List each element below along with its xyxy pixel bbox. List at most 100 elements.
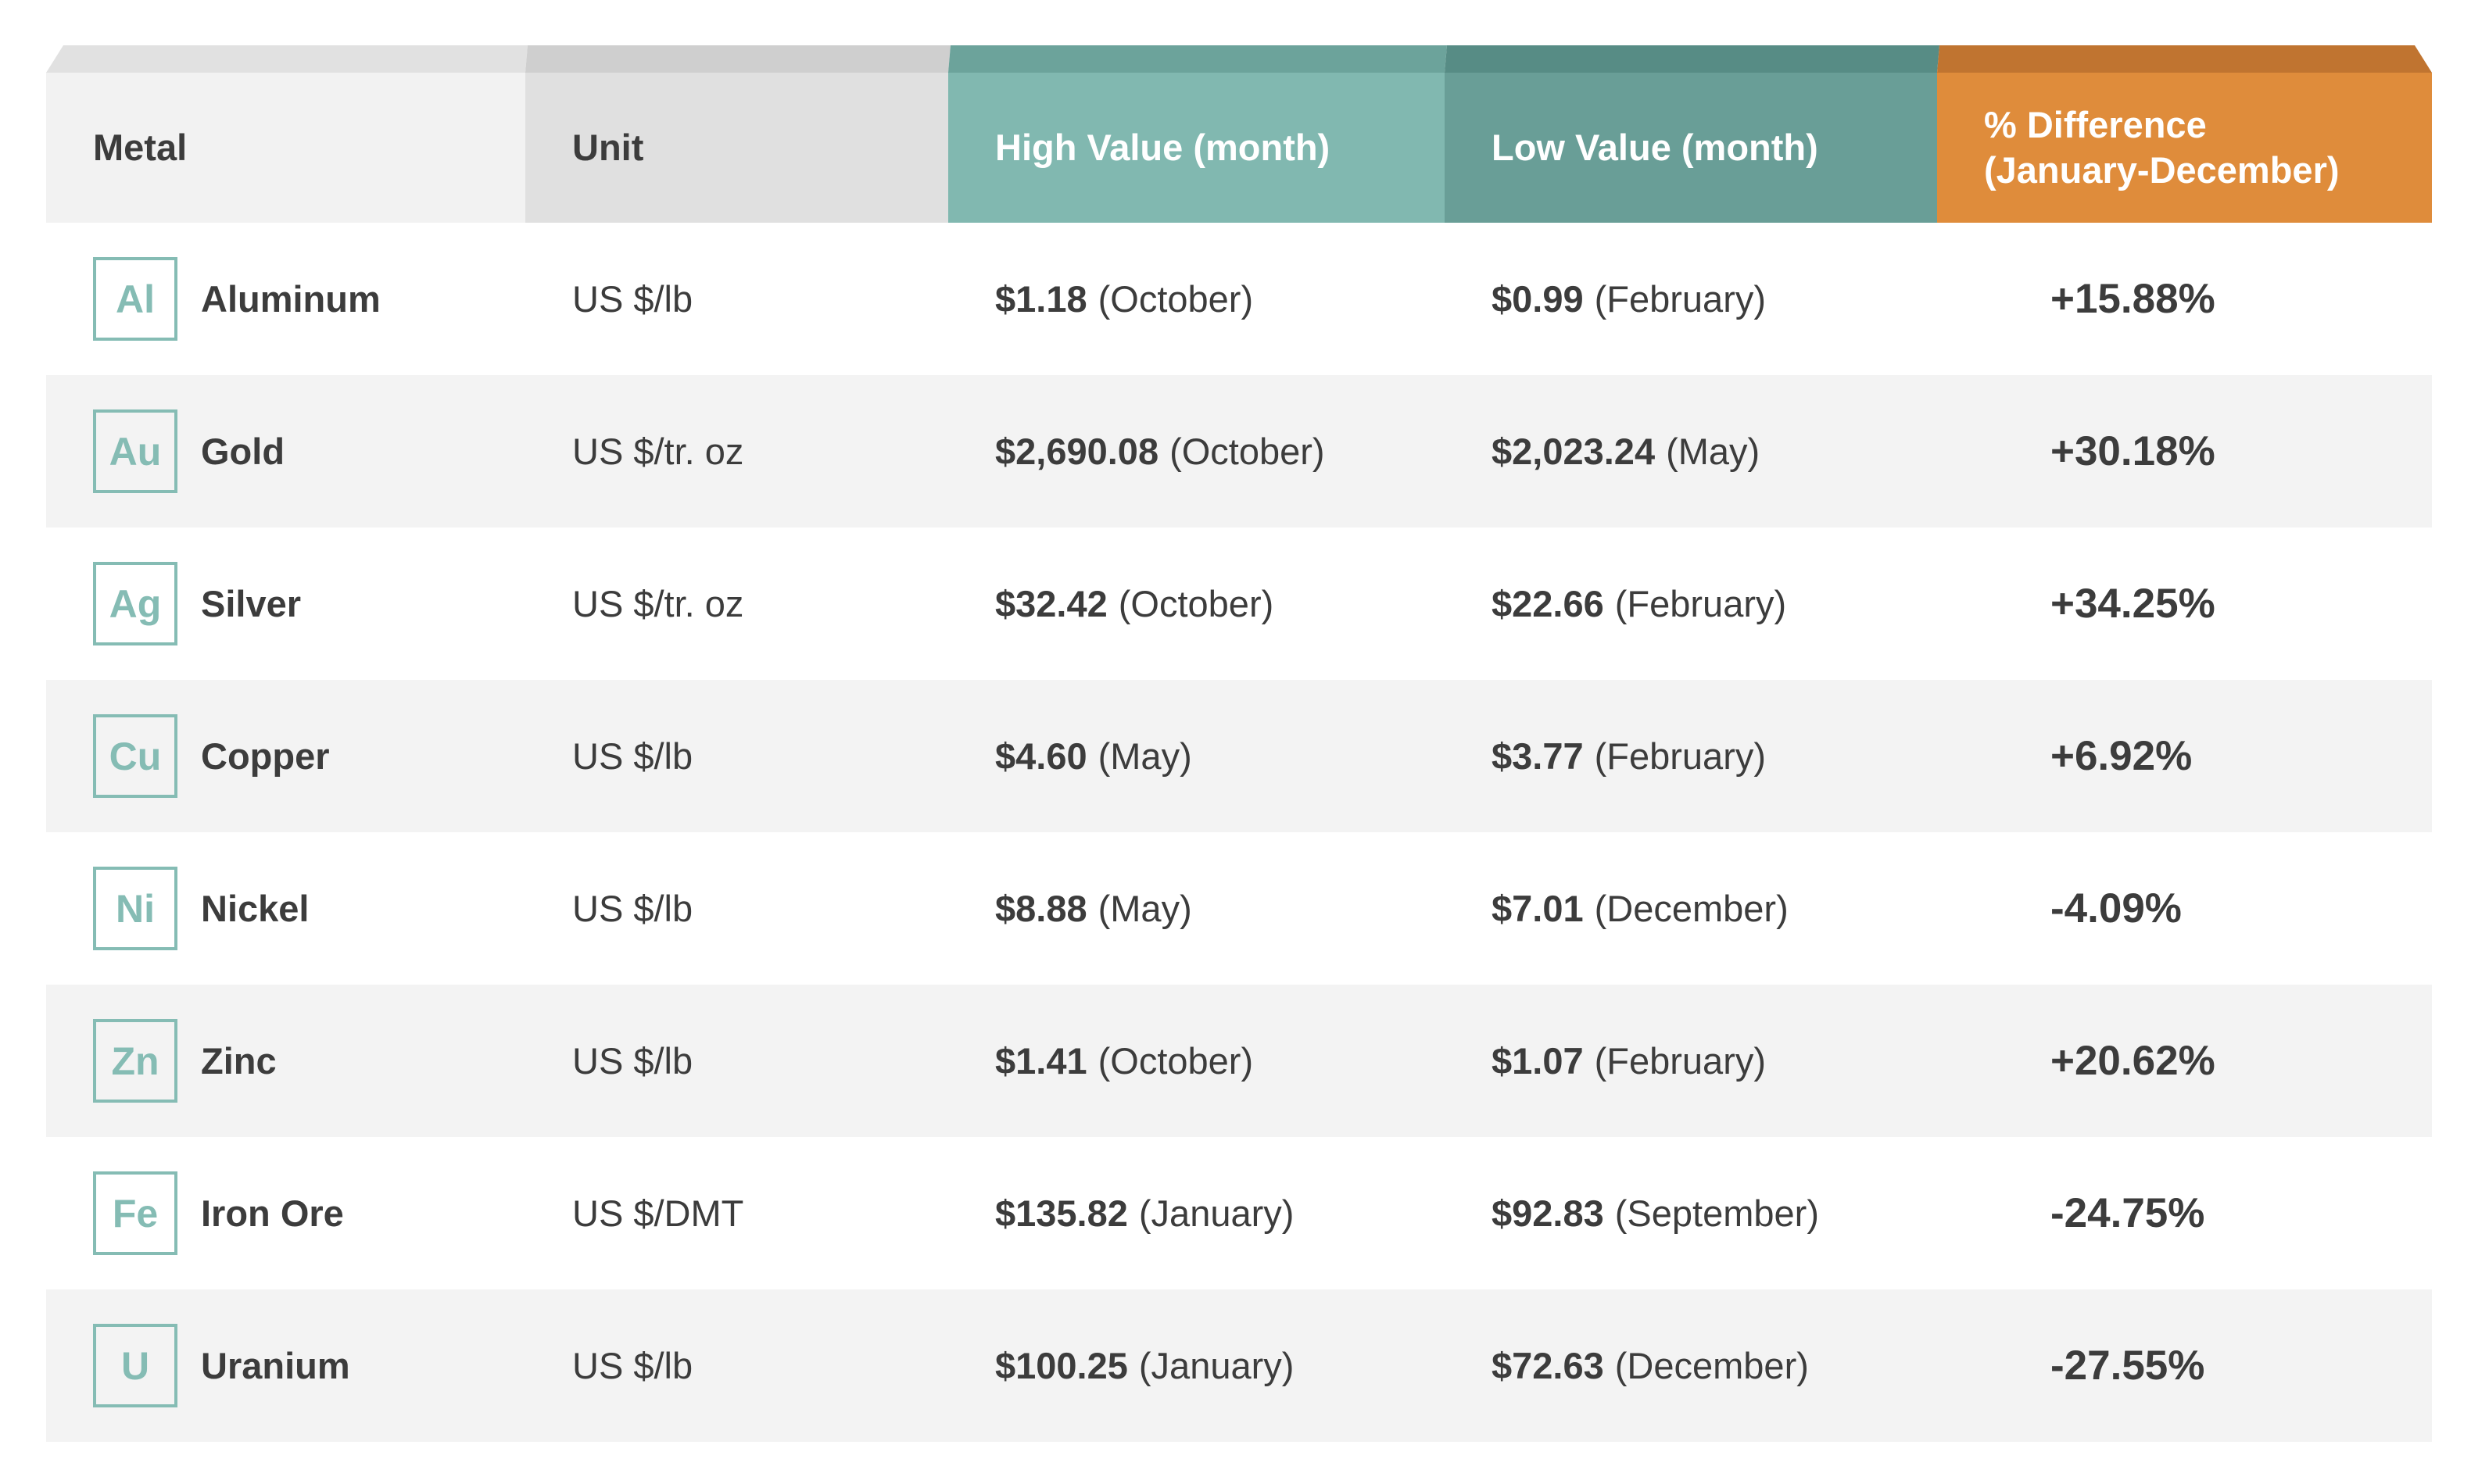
percent-difference-cell: -24.75% [1937, 1137, 2432, 1289]
metal-symbol: Al [116, 277, 155, 321]
metal-name: Silver [201, 583, 302, 624]
percent-difference: -24.75% [2050, 1190, 2205, 1236]
percent-difference: -27.55% [2050, 1343, 2205, 1389]
low-month: (February) [1614, 583, 1787, 624]
metal-symbol: Au [109, 429, 162, 474]
high-month: (May) [1098, 888, 1192, 929]
metal-cell: Cu Copper [46, 680, 525, 832]
column-header-low-value: Low Value (month) [1445, 73, 1937, 223]
bevel-unit [525, 45, 951, 73]
element-symbol-box: Cu [93, 714, 177, 798]
low-month: (May) [1666, 431, 1760, 472]
percent-difference-cell: -4.09% [1937, 832, 2432, 985]
high-month: (January) [1138, 1345, 1295, 1386]
unit-cell: US $/lb [525, 1289, 948, 1442]
percent-difference-cell: +15.88% [1937, 223, 2432, 375]
metal-cell: Al Aluminum [46, 223, 525, 375]
element-symbol-box: Fe [93, 1171, 177, 1255]
element-symbol-box: Au [93, 409, 177, 493]
metal-cell: U Uranium [46, 1289, 525, 1442]
high-month: (October) [1098, 278, 1254, 320]
low-value: $3.77 [1492, 735, 1584, 777]
unit-cell: US $/tr. oz [525, 375, 948, 527]
metal-cell: Ag Silver [46, 527, 525, 680]
table-row-uranium: U Uranium US $/lb $100.25 (January) $72.6… [46, 1289, 2432, 1442]
low-month: (December) [1614, 1345, 1809, 1386]
high-value-cell: $32.42 (October) [948, 527, 1445, 680]
high-value-cell: $2,690.08 (October) [948, 375, 1445, 527]
unit-cell: US $/lb [525, 680, 948, 832]
metal-cell: Fe Iron Ore [46, 1137, 525, 1289]
metal-symbol: Zn [111, 1039, 159, 1083]
high-value: $2,690.08 [995, 431, 1159, 472]
low-value: $22.66 [1492, 583, 1604, 624]
high-value: $100.25 [995, 1345, 1128, 1386]
element-symbol-box: U [93, 1324, 177, 1407]
unit-cell: US $/lb [525, 223, 948, 375]
high-value: $135.82 [995, 1193, 1128, 1234]
low-month: (February) [1594, 278, 1766, 320]
high-value-cell: $1.18 (October) [948, 223, 1445, 375]
low-value-cell: $92.83 (September) [1445, 1137, 1937, 1289]
metal-cell: Zn Zinc [46, 985, 525, 1137]
table-row-gold: Au Gold US $/tr. oz $2,690.08 (October) $… [46, 375, 2432, 527]
unit-value: US $/tr. oz [572, 431, 744, 472]
table-row-silver: Ag Silver US $/tr. oz $32.42 (October) $2… [46, 527, 2432, 680]
low-value: $2,023.24 [1492, 431, 1656, 472]
metal-name: Uranium [201, 1345, 350, 1386]
low-value: $1.07 [1492, 1040, 1584, 1082]
unit-value: US $/lb [572, 1040, 693, 1082]
percent-difference-cell: +6.92% [1937, 680, 2432, 832]
bevel-metal [46, 45, 528, 73]
low-value: $7.01 [1492, 888, 1584, 929]
high-month: (October) [1169, 431, 1325, 472]
percent-difference-cell: -27.55% [1937, 1289, 2432, 1442]
metal-name: Copper [201, 735, 330, 777]
percent-difference-cell: +34.25% [1937, 527, 2432, 680]
low-value-cell: $2,023.24 (May) [1445, 375, 1937, 527]
unit-cell: US $/DMT [525, 1137, 948, 1289]
unit-value: US $/lb [572, 735, 693, 777]
percent-difference-cell: +20.62% [1937, 985, 2432, 1137]
low-value: $72.63 [1492, 1345, 1604, 1386]
element-symbol-box: Ag [93, 562, 177, 645]
low-month: (February) [1594, 735, 1766, 777]
high-value-cell: $100.25 (January) [948, 1289, 1445, 1442]
percent-difference: +15.88% [2050, 276, 2215, 322]
unit-value: US $/DMT [572, 1193, 744, 1234]
low-value-cell: $72.63 (December) [1445, 1289, 1937, 1442]
column-header-high-value: High Value (month) [948, 73, 1445, 223]
high-value: $1.41 [995, 1040, 1087, 1082]
metal-symbol: Ni [116, 886, 155, 931]
low-value-cell: $7.01 (December) [1445, 832, 1937, 985]
percent-difference: -4.09% [2050, 885, 2182, 932]
low-value-cell: $22.66 (February) [1445, 527, 1937, 680]
element-symbol-box: Ni [93, 867, 177, 950]
header-label: Low Value (month) [1492, 127, 1818, 168]
bevel-low [1445, 45, 1939, 73]
high-value-cell: $1.41 (October) [948, 985, 1445, 1137]
high-value-cell: $4.60 (May) [948, 680, 1445, 832]
table-header-row: Metal Unit High Value (month) Low Value … [46, 73, 2432, 223]
unit-value: US $/lb [572, 1345, 693, 1386]
table-row-copper: Cu Copper US $/lb $4.60 (May) $3.77 (Febru… [46, 680, 2432, 832]
unit-cell: US $/tr. oz [525, 527, 948, 680]
low-value: $92.83 [1492, 1193, 1604, 1234]
high-month: (October) [1118, 583, 1274, 624]
metal-prices-table: Metal Unit High Value (month) Low Value … [46, 45, 2432, 1442]
high-value: $4.60 [995, 735, 1087, 777]
metal-cell: Ni Nickel [46, 832, 525, 985]
low-month: (September) [1614, 1193, 1819, 1234]
high-value-cell: $8.88 (May) [948, 832, 1445, 985]
high-month: (May) [1098, 735, 1192, 777]
header-label-line1: % Difference [1984, 104, 2207, 145]
element-symbol-box: Zn [93, 1019, 177, 1103]
high-value: $32.42 [995, 583, 1108, 624]
unit-value: US $/lb [572, 278, 693, 320]
header-label: High Value (month) [995, 127, 1330, 168]
header-label-line2: (January-December) [1984, 149, 2340, 191]
unit-value: US $/tr. oz [572, 583, 744, 624]
column-header-metal: Metal [46, 73, 525, 223]
element-symbol-box: Al [93, 257, 177, 341]
metal-symbol: Fe [112, 1191, 159, 1235]
